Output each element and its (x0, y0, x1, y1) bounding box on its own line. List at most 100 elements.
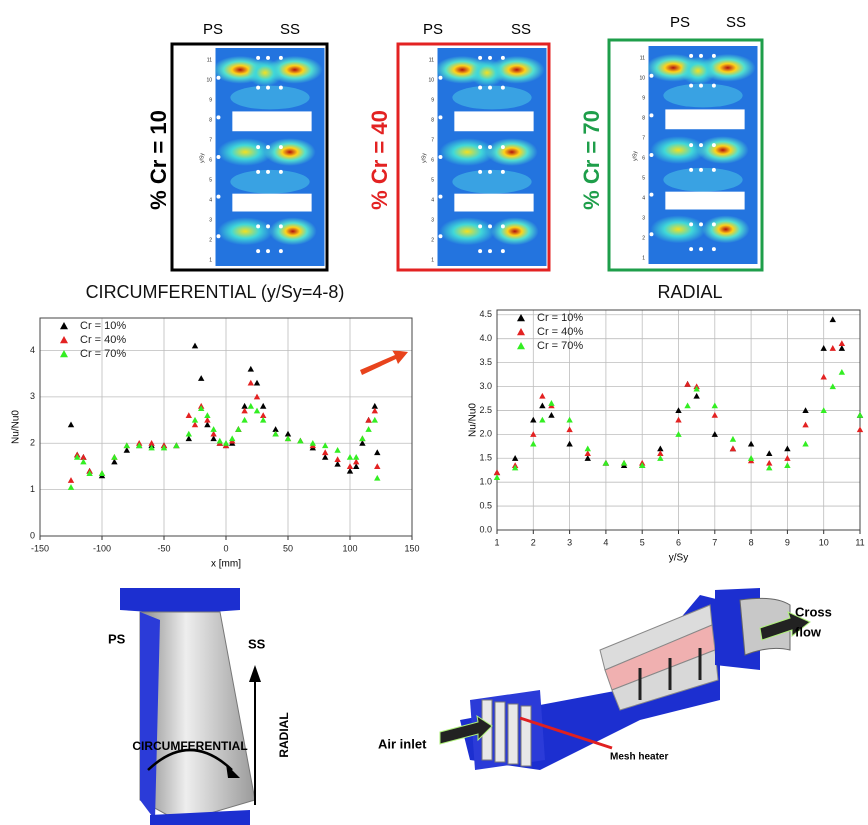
cross-flow-label: Cross (795, 604, 832, 619)
point (830, 345, 836, 351)
heatmap-tick-label: 7 (431, 137, 434, 143)
y-axis-label: Nu/Nu0 (468, 403, 479, 437)
point (68, 484, 74, 490)
heatmap-tick-label: 2 (209, 237, 212, 243)
point (322, 449, 328, 455)
x-tick-label: 4 (603, 537, 608, 547)
point (210, 426, 216, 432)
y-tick-label: 0.0 (479, 524, 492, 534)
x-tick-label: 5 (640, 537, 645, 547)
heatmap-tick-label: 10 (639, 75, 645, 81)
point (374, 463, 380, 469)
point (217, 438, 223, 444)
cr-label: % Cr = 70 (579, 110, 604, 210)
heatmap-tick-label: 1 (642, 255, 645, 261)
point (334, 456, 340, 462)
point (353, 454, 359, 460)
point (585, 445, 591, 451)
heatmap-tick-label: 3 (431, 217, 434, 223)
air-inlet-label: Air inlet (378, 736, 427, 751)
point (374, 449, 380, 455)
point (839, 369, 845, 375)
legend-label: Cr = 10% (537, 312, 583, 324)
y-tick-label: 1.0 (479, 477, 492, 487)
ps-label: PS (203, 21, 223, 38)
point (229, 435, 235, 441)
heatmap-tick-label: 1 (209, 257, 212, 263)
point (372, 417, 378, 423)
point (730, 445, 736, 451)
ps-label: PS (108, 631, 126, 646)
point (347, 463, 353, 469)
heatmap-tick-label: 6 (431, 157, 434, 163)
heatmap-tick-label: 4 (209, 197, 212, 203)
radial-label: RADIAL (277, 712, 291, 757)
point (186, 431, 192, 437)
point (675, 417, 681, 423)
x-tick-label: -100 (93, 543, 111, 553)
point (684, 402, 690, 408)
y-tick-label: 2 (30, 438, 35, 448)
legend-label: Cr = 10% (80, 320, 126, 332)
point (802, 422, 808, 428)
point (857, 412, 863, 418)
heatmap-tick-label: 3 (209, 217, 212, 223)
cr-label: % Cr = 40 (367, 110, 392, 210)
heatmap (435, 48, 547, 266)
legend-marker (60, 336, 68, 343)
point (712, 412, 718, 418)
chart-title: RADIAL (657, 282, 722, 302)
heatmap-tick-label: 11 (640, 55, 645, 61)
heatmap-tick-label: 2 (431, 237, 434, 243)
point (530, 417, 536, 423)
cr-label: % Cr = 10 (146, 110, 171, 210)
heatmap-tick-label: 9 (642, 95, 645, 101)
legend-marker (60, 322, 68, 329)
point (566, 417, 572, 423)
heatmap-tick-label: 7 (642, 135, 645, 141)
ss-label: SS (726, 14, 746, 31)
point (548, 400, 554, 406)
blade-illustration (120, 588, 261, 825)
point (192, 417, 198, 423)
x-tick-label: 0 (223, 543, 228, 553)
legend-marker (517, 342, 525, 349)
heatmap-y-label: y/Sy (421, 153, 427, 163)
heatmap-tick-label: 5 (431, 177, 434, 183)
y-tick-label: 3 (30, 391, 35, 401)
point (297, 438, 303, 444)
y-tick-label: 2.5 (479, 405, 492, 415)
point (539, 402, 545, 408)
x-tick-label: 2 (531, 537, 536, 547)
heatmap-tick-label: 8 (209, 117, 212, 123)
point (260, 403, 266, 409)
point (235, 426, 241, 432)
y-axis-label: Nu/Nu0 (11, 410, 22, 444)
arrow (360, 350, 408, 375)
legend-marker (517, 328, 525, 335)
x-axis-label: x [mm] (211, 559, 241, 570)
ss-label: SS (511, 21, 531, 38)
point (693, 393, 699, 399)
x-tick-label: 11 (855, 537, 864, 547)
point (99, 470, 105, 476)
x-tick-label: 1 (494, 537, 499, 547)
y-tick-label: 3.5 (479, 357, 492, 367)
y-tick-label: 3.0 (479, 381, 492, 391)
point (857, 426, 863, 432)
heatmap-tick-label: 1 (431, 257, 434, 263)
x-tick-label: 10 (819, 537, 829, 547)
cross-flow-label: flow (795, 624, 822, 639)
point (254, 380, 260, 386)
point (684, 381, 690, 387)
heatmap-tick-label: 6 (209, 157, 212, 163)
point (68, 477, 74, 483)
x-tick-label: 7 (712, 537, 717, 547)
mesh-heater-label: Mesh heater (610, 752, 668, 763)
y-tick-label: 2.0 (479, 429, 492, 439)
point (821, 374, 827, 380)
heatmap (646, 46, 758, 264)
x-axis-label: y/Sy (669, 553, 688, 564)
legend-label: Cr = 40% (537, 326, 583, 338)
point (347, 454, 353, 460)
